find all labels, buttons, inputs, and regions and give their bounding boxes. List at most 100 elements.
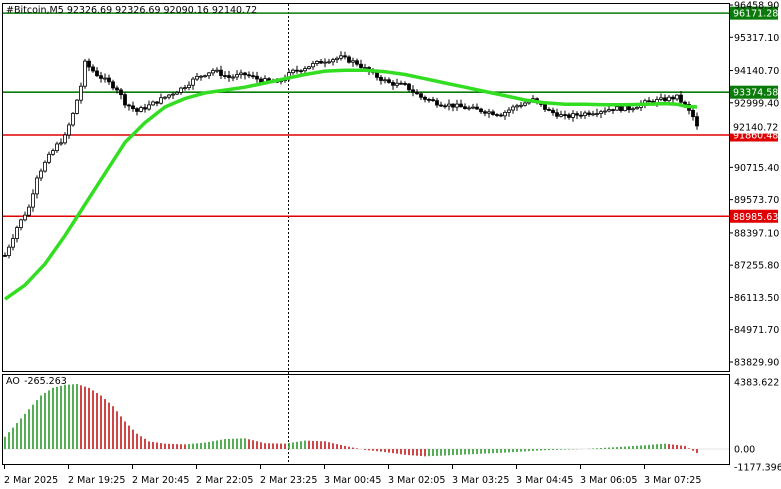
candle-body <box>495 114 499 116</box>
candle-body <box>359 63 363 68</box>
y-tick-label: 87255.80 <box>734 261 779 272</box>
candle-body <box>679 94 683 103</box>
ao-label: AO <box>6 376 20 387</box>
candle-body <box>119 89 123 96</box>
candle-body <box>163 96 167 99</box>
candle-body <box>331 59 335 63</box>
candle <box>519 102 523 109</box>
candle-body <box>127 104 131 107</box>
candle <box>411 85 415 97</box>
x-tick-label: 3 Mar 02:05 <box>388 475 445 486</box>
candle-body <box>27 206 31 216</box>
candle-body <box>567 114 571 118</box>
candle-body <box>303 68 307 72</box>
candle-body <box>551 109 555 114</box>
candle-body <box>251 75 255 78</box>
candle-body <box>183 87 187 89</box>
candle <box>247 71 251 79</box>
candle-body <box>659 97 663 100</box>
candle <box>155 101 159 107</box>
candle-body <box>407 83 411 91</box>
candle-body <box>215 69 219 72</box>
candle <box>3 252 7 257</box>
candle-body <box>519 104 523 107</box>
candle-body <box>615 106 619 111</box>
candle-body <box>343 55 347 58</box>
candle <box>31 189 35 212</box>
candle <box>207 71 211 79</box>
candle <box>179 86 183 95</box>
candle <box>227 70 231 82</box>
candle-body <box>3 255 7 257</box>
candle <box>79 82 83 104</box>
y-tick-label: 89573.70 <box>734 195 779 206</box>
candle-body <box>83 60 87 87</box>
candle-body <box>91 66 95 72</box>
candle-body <box>427 99 431 101</box>
candle <box>115 85 119 94</box>
candle <box>191 76 195 90</box>
candle <box>27 204 31 217</box>
candle-body <box>683 101 687 105</box>
candle <box>295 65 299 74</box>
candle <box>695 112 699 130</box>
candle <box>515 103 519 111</box>
candle-body <box>671 96 675 100</box>
candle-body <box>347 56 351 63</box>
candle-body <box>547 109 551 111</box>
x-tick-label: 2 Mar 22:05 <box>196 475 253 486</box>
candle-body <box>391 82 395 86</box>
candle-body <box>327 61 331 64</box>
y-tick-label: 92999.40 <box>734 98 779 109</box>
candle <box>91 64 95 73</box>
ao-panel-frame <box>2 374 730 465</box>
candle <box>567 112 571 120</box>
candle <box>419 92 423 101</box>
candle <box>131 101 135 112</box>
candle-body <box>167 94 171 98</box>
candle <box>399 80 403 85</box>
candle <box>451 103 455 112</box>
candle-body <box>339 55 343 59</box>
y-tick-label: 95317.10 <box>734 33 779 44</box>
candle <box>243 71 247 80</box>
candle-body <box>211 70 215 74</box>
candle <box>83 59 87 89</box>
candle <box>35 175 39 199</box>
candle-body <box>179 87 183 93</box>
candle-body <box>555 112 559 117</box>
candle-body <box>383 79 387 82</box>
candle-body <box>595 113 599 115</box>
candle-body <box>499 114 503 117</box>
candle-body <box>159 97 163 104</box>
candle-body <box>143 107 147 110</box>
x-tick-label: 3 Mar 03:25 <box>452 475 509 486</box>
candle-body <box>307 66 311 69</box>
candle-body <box>259 78 263 83</box>
candle-body <box>243 72 247 76</box>
candle <box>307 65 311 70</box>
candle <box>99 71 103 83</box>
candle <box>647 97 651 103</box>
candle-body <box>647 100 651 103</box>
level-label-bg <box>730 209 778 223</box>
candle-body <box>491 111 495 115</box>
candle-body <box>623 105 627 112</box>
candle-body <box>187 84 191 88</box>
candle <box>19 218 23 231</box>
candle-body <box>295 69 299 72</box>
candle <box>383 76 387 84</box>
candle <box>159 93 163 105</box>
candle <box>315 60 319 66</box>
candle <box>327 58 331 65</box>
level-label-bg <box>730 6 778 20</box>
candle <box>175 90 179 95</box>
candle <box>355 58 359 67</box>
current-price-bg <box>730 120 778 134</box>
candle-body <box>203 75 207 78</box>
candle <box>475 103 479 110</box>
candle-body <box>395 82 399 86</box>
candle-body <box>39 170 43 179</box>
candle-body <box>515 105 519 108</box>
candle-body <box>355 60 359 65</box>
